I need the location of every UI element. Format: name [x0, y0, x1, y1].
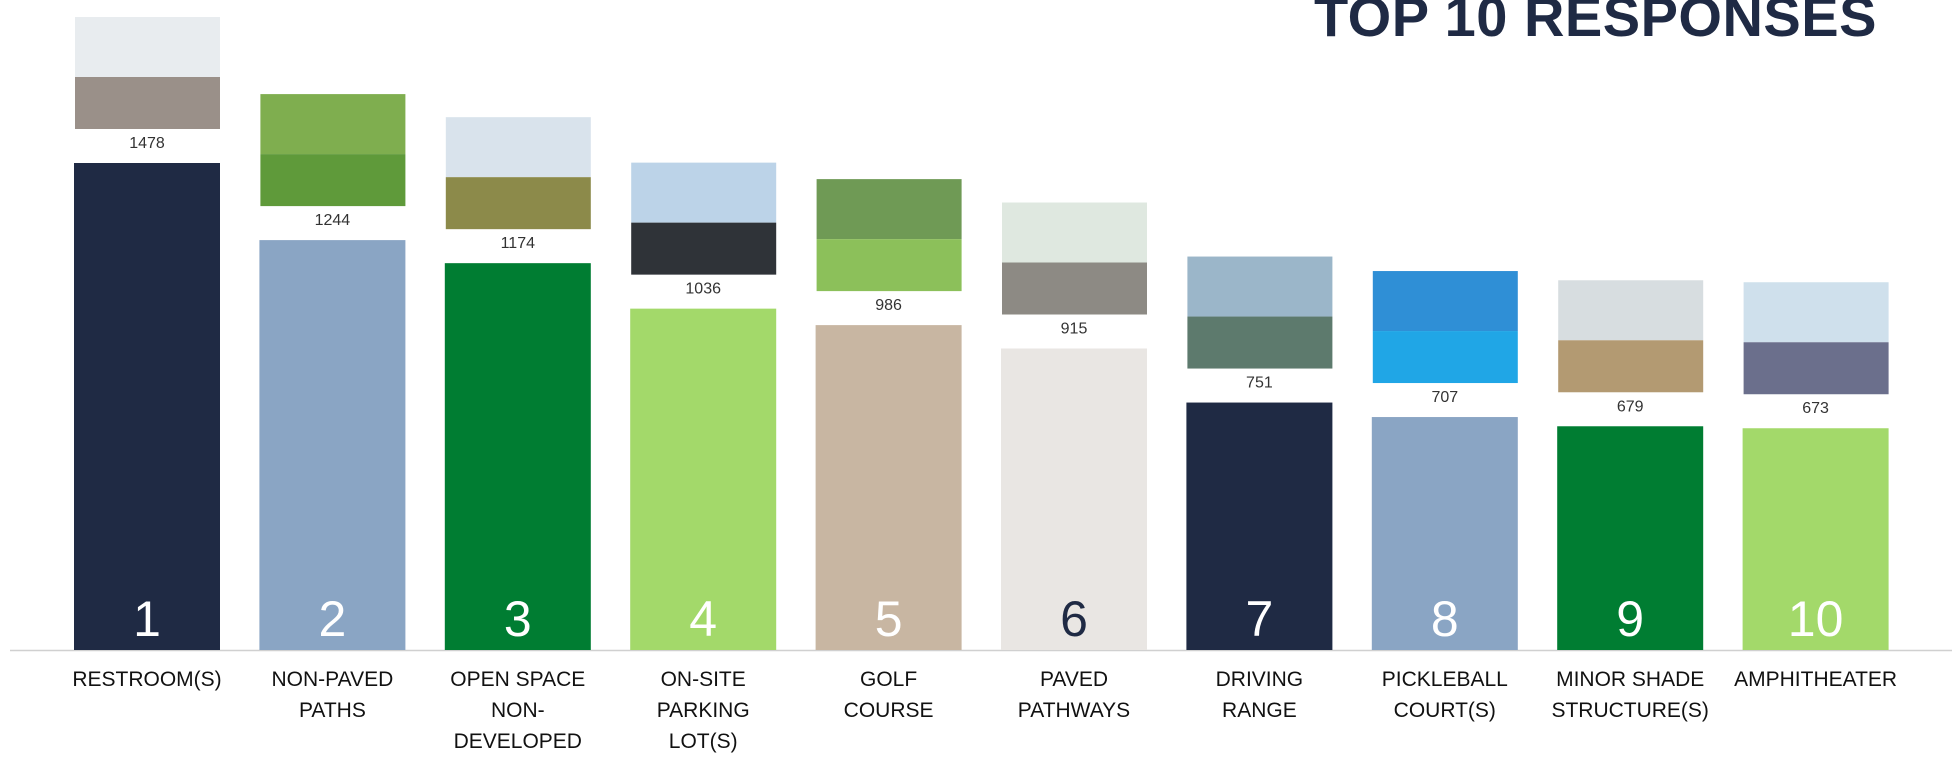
value-label: 751: [1246, 375, 1273, 392]
photo-ground: [75, 77, 220, 129]
bar: [815, 325, 962, 650]
rank-label: 4: [689, 591, 717, 647]
value-label: 673: [1802, 400, 1829, 417]
value-label: 679: [1617, 398, 1644, 415]
category-label: GOLF COURSE: [843, 668, 934, 722]
photo: [1372, 271, 1518, 384]
photo-ground: [445, 177, 591, 230]
photo-ground: [631, 222, 777, 275]
photo-ground: [1743, 342, 1889, 395]
rank-label: 7: [1245, 591, 1273, 647]
category-label: MINOR SHADE STRUCTURE(S): [1551, 668, 1709, 722]
bar: [444, 263, 591, 650]
bar: [1371, 417, 1518, 650]
bar: [1186, 402, 1333, 650]
category-label: DRIVING RANGE: [1215, 668, 1304, 722]
photo-ground: [1558, 340, 1704, 393]
rank-label: 9: [1616, 591, 1644, 647]
photo-ground: [816, 239, 962, 292]
photo-sky: [445, 117, 591, 178]
photo: [631, 162, 777, 275]
chart-title: TOP 10 RESPONSES: [1313, 0, 1877, 48]
value-label: 1478: [129, 135, 165, 152]
rank-label: 6: [1060, 591, 1088, 647]
photo: [1743, 282, 1889, 395]
category-label-box: PAVED PATHWAYS: [1002, 664, 1147, 726]
photo-sky: [1002, 202, 1147, 263]
photo-sky: [816, 179, 962, 240]
photo-sky: [75, 17, 220, 77]
category-label-box: NON-PAVED PATHS: [260, 664, 405, 726]
bar: [74, 163, 220, 650]
category-label-box: RESTROOM(S): [72, 664, 222, 695]
value-label: 1174: [501, 235, 536, 252]
bar: [630, 308, 777, 650]
value-label: 707: [1431, 389, 1458, 406]
photo: [260, 94, 406, 207]
category-label-box: DRIVING RANGE: [1187, 664, 1332, 726]
rank-label: 2: [318, 591, 346, 647]
photo: [75, 17, 220, 129]
photo-ground: [260, 154, 406, 207]
photo: [1002, 202, 1147, 315]
photo-sky: [260, 94, 406, 155]
rank-label: 5: [875, 591, 903, 647]
category-label: RESTROOM(S): [72, 668, 222, 691]
rank-label: 8: [1431, 591, 1459, 647]
value-label: 1036: [685, 281, 721, 298]
bar: [1742, 428, 1889, 650]
bar: [1557, 426, 1704, 650]
photo: [1558, 280, 1704, 393]
category-label-box: GOLF COURSE: [816, 664, 961, 726]
photo: [816, 179, 962, 292]
photo-sky: [1187, 256, 1333, 317]
value-label: 915: [1061, 321, 1088, 338]
category-label: NON-PAVED PATHS: [271, 668, 394, 722]
category-label: PICKLEBALL COURT(S): [1381, 668, 1508, 722]
photo: [1187, 256, 1333, 369]
photo-ground: [1187, 316, 1333, 369]
category-label-box: OPEN SPACE NON-DEVELOPED: [445, 664, 590, 757]
photo-sky: [1558, 280, 1704, 341]
photo-ground: [1002, 262, 1147, 315]
category-label: AMPHITHEATER: [1734, 668, 1898, 691]
category-label-box: MINOR SHADE STRUCTURE(S): [1551, 664, 1709, 726]
rank-label: 10: [1788, 591, 1844, 647]
category-label-box: AMPHITHEATER: [1734, 664, 1897, 695]
value-label: 1244: [315, 212, 351, 229]
photo-sky: [1372, 271, 1518, 332]
rank-label: 1: [133, 591, 161, 647]
value-label: 986: [875, 297, 902, 314]
photo-ground: [1372, 331, 1518, 384]
photo: [445, 117, 591, 230]
bar: [259, 240, 406, 650]
category-label-box: PICKLEBALL COURT(S): [1372, 664, 1517, 726]
photo-sky: [631, 162, 777, 223]
category-label: PAVED PATHWAYS: [1017, 668, 1131, 722]
category-label-box: ON-SITE PARKING LOT(S): [631, 664, 776, 757]
bar: [1001, 348, 1147, 650]
photo-sky: [1743, 282, 1889, 343]
rank-label: 3: [504, 591, 532, 647]
category-label: OPEN SPACE NON-DEVELOPED: [450, 668, 586, 753]
category-label: ON-SITE PARKING LOT(S): [656, 668, 750, 753]
